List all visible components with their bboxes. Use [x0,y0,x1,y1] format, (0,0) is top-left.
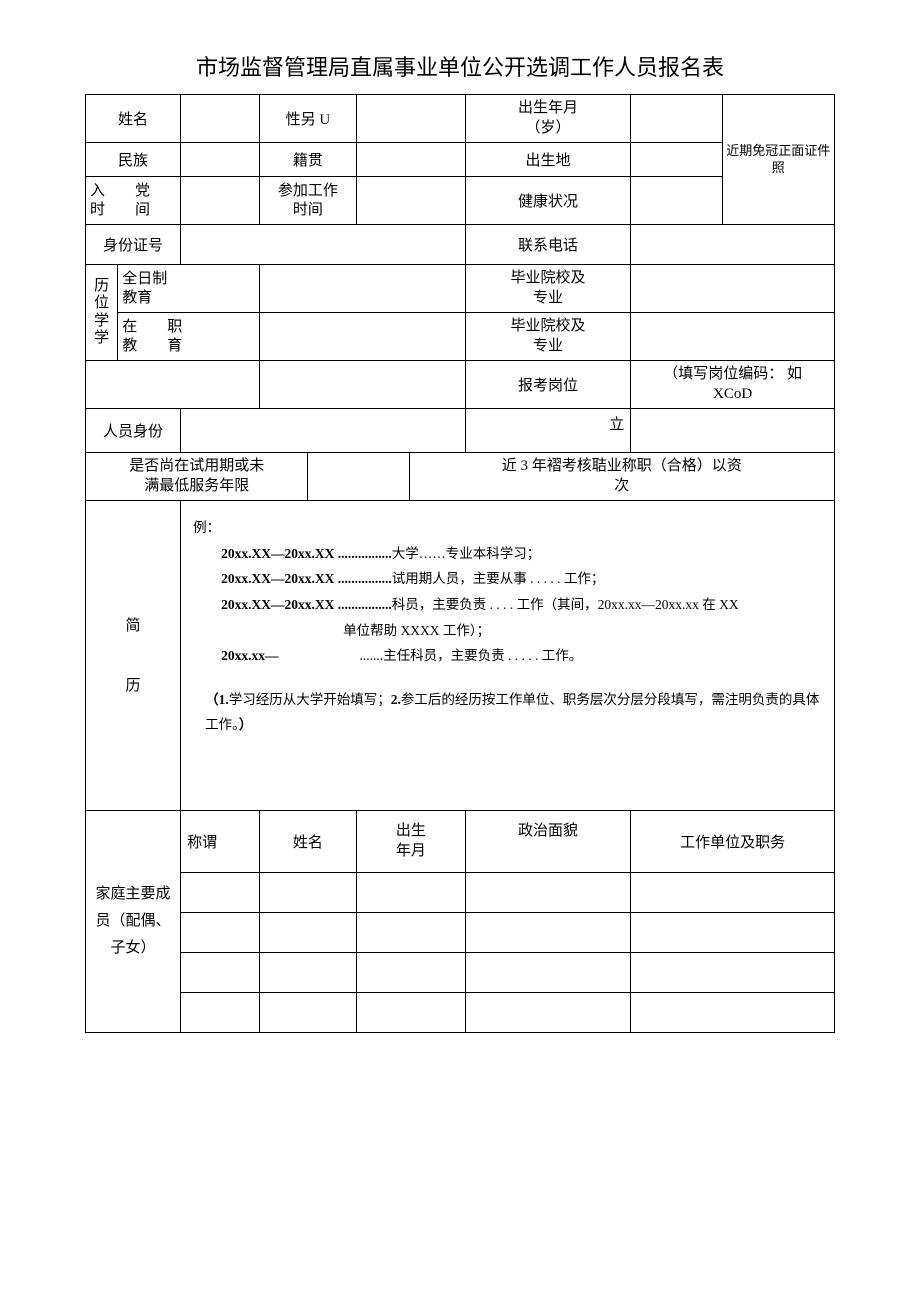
label-family: 家庭主要成 员（配偶、 子女） [86,811,181,1033]
family-r1-name[interactable] [259,873,356,913]
label-work: 参加工作时间 [259,177,356,225]
label-onjob: 在 职教 育 [118,313,260,361]
label-li: 立 [465,409,631,453]
family-r3-birth[interactable] [357,953,466,993]
field-empty-left [86,361,260,409]
field-li[interactable] [631,409,835,453]
family-r1-birth[interactable] [357,873,466,913]
family-r4-appellation[interactable] [181,993,260,1033]
family-r1-appellation[interactable] [181,873,260,913]
label-grad1: 毕业院校及 专业 [465,265,631,313]
field-party[interactable] [181,177,260,225]
registration-form-table: 姓名 性另 U 出生年月 （岁） 近期免冠正面证件 照 民族 籍贯 出生地 入 … [85,94,835,1033]
family-r3-workunit[interactable] [631,953,835,993]
label-probation: 是否尚在试用期或未 满最低服务年限 [86,453,308,501]
field-identity[interactable] [181,409,466,453]
field-phone[interactable] [631,225,835,265]
field-resume[interactable]: 例： 20xx.XX—20xx.XX ................大学……专… [181,501,835,811]
label-gender: 性另 U [259,95,356,143]
label-assessment: 近 3 年褶考核聐业称职（合格）以资 次 [409,453,834,501]
label-apply: 报考岗位 [465,361,631,409]
label-phone: 联系电话 [465,225,631,265]
label-education-vert: 历 位 学 学 [86,265,118,361]
label-fulltime: 全日制教育 [118,265,260,313]
family-r3-name[interactable] [259,953,356,993]
label-native: 籍贯 [259,143,356,177]
label-resume: 简历 [86,501,181,811]
label-politics: 政治面貌 [465,811,631,873]
field-health[interactable] [631,177,722,225]
field-probation[interactable] [308,453,409,501]
family-r1-workunit[interactable] [631,873,835,913]
family-r4-workunit[interactable] [631,993,835,1033]
label-appellation: 称谓 [181,811,260,873]
label-grad2: 毕业院校及 专业 [465,313,631,361]
label-idno: 身份证号 [86,225,181,265]
label-party: 入 党时 间 [86,177,181,225]
page-title: 市场监督管理局直属事业单位公开选调工作人员报名表 [85,50,835,82]
label-fbirth: 出生 年月 [357,811,466,873]
family-r2-name[interactable] [259,913,356,953]
label-identity: 人员身份 [86,409,181,453]
field-idno[interactable] [181,225,466,265]
label-name: 姓名 [86,95,181,143]
family-r1-politics[interactable] [465,873,631,913]
family-r4-birth[interactable] [357,993,466,1033]
label-ethnic: 民族 [86,143,181,177]
family-r3-appellation[interactable] [181,953,260,993]
family-r2-politics[interactable] [465,913,631,953]
field-fulltime[interactable] [259,265,465,313]
label-birthplace: 出生地 [465,143,631,177]
label-photo: 近期免冠正面证件 照 [722,95,834,225]
family-r4-name[interactable] [259,993,356,1033]
field-birth[interactable] [631,95,722,143]
label-apply-hint: （填写岗位编码： 如 XCoD [631,361,835,409]
field-ethnic[interactable] [181,143,260,177]
family-r4-politics[interactable] [465,993,631,1033]
field-name[interactable] [181,95,260,143]
field-grad1[interactable] [631,265,835,313]
label-birth: 出生年月 （岁） [465,95,631,143]
field-birthplace[interactable] [631,143,722,177]
label-health: 健康状况 [465,177,631,225]
field-work[interactable] [357,177,466,225]
label-workunit: 工作单位及职务 [631,811,835,873]
family-r2-birth[interactable] [357,913,466,953]
field-empty-mid [259,361,465,409]
family-r3-politics[interactable] [465,953,631,993]
family-r2-workunit[interactable] [631,913,835,953]
family-r2-appellation[interactable] [181,913,260,953]
field-gender[interactable] [357,95,466,143]
field-grad2[interactable] [631,313,835,361]
field-native[interactable] [357,143,466,177]
label-fname: 姓名 [259,811,356,873]
field-onjob[interactable] [259,313,465,361]
